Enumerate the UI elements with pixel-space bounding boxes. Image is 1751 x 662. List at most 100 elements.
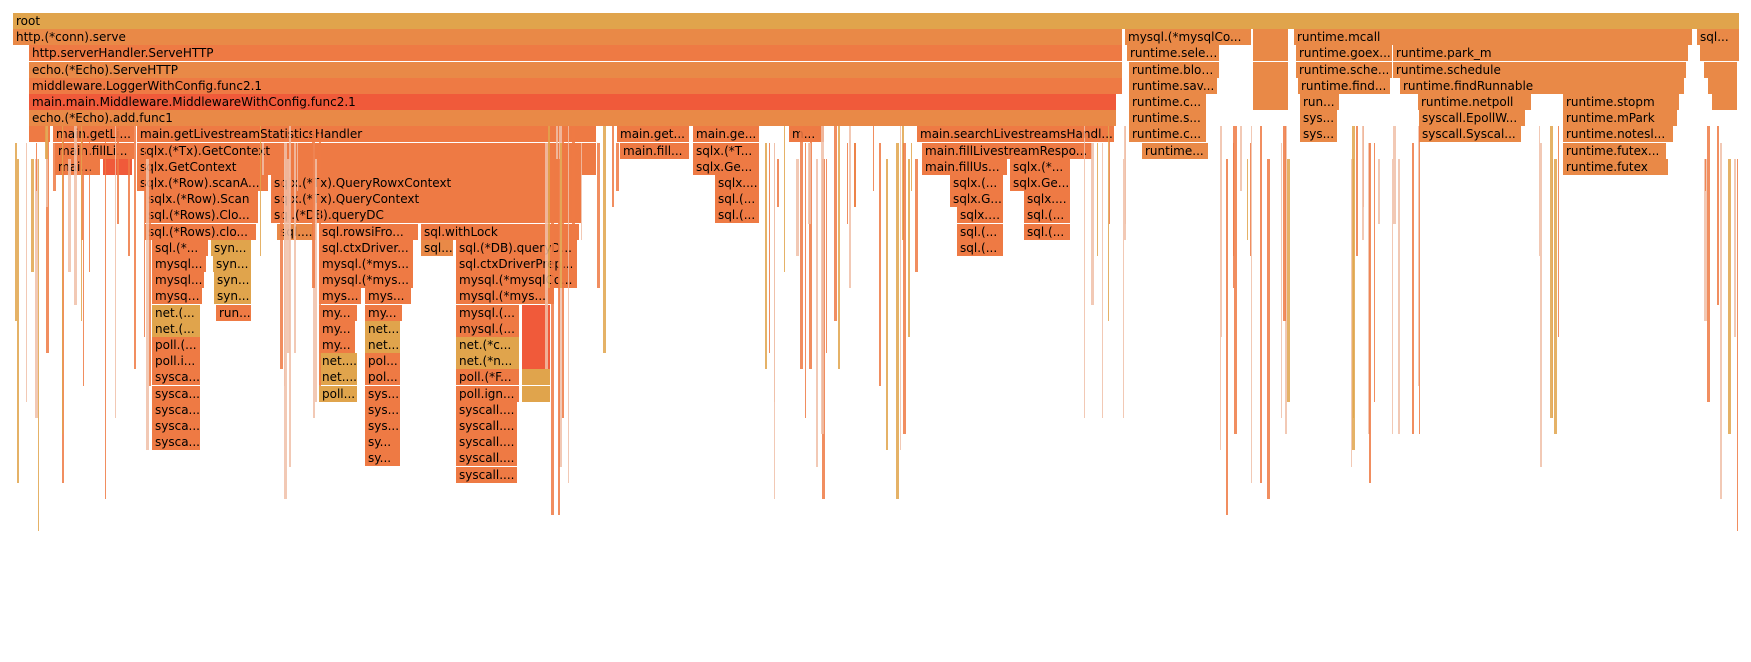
flame-frame[interactable]: sqlx.(*T...	[693, 142, 760, 160]
flame-frame[interactable]: runtime.notesl...	[1563, 126, 1674, 144]
flame-frame[interactable]: mysql.(...	[456, 320, 520, 338]
flame-frame[interactable]: sysca...	[152, 369, 201, 387]
flame-frame[interactable]: sql.(...	[715, 191, 760, 209]
flame-frame[interactable]: main.fillUs...	[922, 158, 1008, 176]
flame-frame[interactable]: mysql...	[152, 288, 203, 306]
flame-frame[interactable]: net...	[365, 337, 401, 354]
flame-frame[interactable]: sql....	[277, 223, 317, 241]
flame-frame[interactable]: net....	[319, 353, 358, 371]
flame-frame[interactable]	[522, 304, 551, 322]
flame-frame[interactable]: net...	[365, 320, 401, 338]
flame-frame[interactable]	[522, 353, 551, 371]
flame-frame[interactable]: poll...	[319, 385, 358, 403]
flame-frame[interactable]: mai...	[55, 158, 101, 176]
flame-frame[interactable]: sqlx....	[1024, 191, 1071, 209]
flame-frame[interactable]: runtime.s...	[1129, 110, 1207, 128]
flame-frame[interactable]: syscall.Syscal...	[1419, 126, 1522, 144]
flame-frame[interactable]: runtime.stopm	[1563, 94, 1680, 111]
flame-frame[interactable]: syn...	[211, 239, 252, 257]
flame-frame[interactable]: poll.i...	[152, 353, 201, 371]
flame-frame[interactable]	[1704, 61, 1738, 79]
flame-frame[interactable]	[1700, 45, 1740, 63]
flame-frame[interactable]	[1708, 77, 1738, 95]
flame-frame[interactable]: echo.(*Echo).ServeHTTP	[29, 61, 1123, 79]
flame-frame[interactable]: sql.(...	[1024, 223, 1071, 241]
flame-frame[interactable]: runtime.bloc...	[1129, 61, 1220, 79]
flame-frame[interactable]: runtime...	[1142, 142, 1209, 160]
flame-frame[interactable]: sys...	[1300, 126, 1338, 144]
flame-frame[interactable]: sqlx....	[715, 175, 760, 192]
flame-frame[interactable]: poll.ign...	[456, 385, 520, 403]
flame-frame[interactable]: mysql...	[152, 256, 207, 273]
flame-frame[interactable]: sys...	[1300, 110, 1338, 128]
flame-frame[interactable]: mysql.(...	[456, 304, 520, 322]
flame-frame[interactable]	[1253, 29, 1289, 47]
flame-frame[interactable]: sqlx.(...	[957, 207, 1004, 225]
flame-frame[interactable]: syn...	[214, 272, 252, 290]
flame-frame[interactable]: poll.(*F...	[456, 369, 520, 387]
flame-frame[interactable]: sqlx.(*Tx).GetContext	[137, 142, 597, 160]
flame-frame[interactable]: runtime.schedule	[1393, 61, 1687, 79]
flame-frame[interactable]: sql.(*Rows).clo...	[145, 223, 257, 241]
flame-frame[interactable]: sqlx.Ge...	[1010, 175, 1071, 192]
flame-frame[interactable]: sy...	[365, 450, 401, 468]
flame-frame[interactable]	[103, 158, 133, 176]
flame-frame[interactable]	[1253, 45, 1289, 63]
flame-frame[interactable]: mys...	[365, 288, 412, 306]
flame-frame[interactable]: net.(...	[152, 320, 201, 338]
flame-frame[interactable]: sql.(...	[957, 239, 1004, 257]
flame-frame[interactable]: syscall.EpollW...	[1419, 110, 1526, 128]
flame-frame[interactable]: echo.(*Echo).add.func1	[29, 110, 1117, 128]
flame-frame[interactable]: sysca...	[152, 385, 201, 403]
flame-frame[interactable]: syscall....	[456, 401, 518, 419]
flame-frame[interactable]: runtime.park_m	[1393, 45, 1689, 63]
flame-frame[interactable]: sysca...	[152, 434, 201, 452]
flame-frame[interactable]: main.ge...	[693, 126, 760, 144]
flame-frame[interactable]: sys...	[365, 401, 401, 419]
flame-frame[interactable]: sql.(*DB).queryD...	[456, 239, 578, 257]
flame-frame[interactable]: syscall....	[456, 466, 518, 484]
flame-frame[interactable]: my...	[319, 320, 356, 338]
flame-frame[interactable]: main.getLivestreamStatisticsHandler	[137, 126, 597, 144]
flame-frame[interactable]	[522, 320, 551, 338]
flame-frame[interactable]: main.fillLi...	[55, 142, 135, 160]
flame-frame[interactable]: sql.ctxDriver...	[319, 239, 414, 257]
flame-frame[interactable]: sqlx.(*Row).Scan	[145, 191, 259, 209]
flame-frame[interactable]: sqlx.GetContext	[137, 158, 597, 176]
flame-frame[interactable]: mys...	[319, 288, 362, 306]
flame-frame[interactable]	[522, 337, 551, 354]
flame-frame[interactable]: http.(*conn).serve	[13, 29, 1123, 47]
flame-frame[interactable]: main.fillLivestreamRespo...	[922, 142, 1093, 160]
flame-frame[interactable]: runtime.findRunnable	[1400, 77, 1685, 95]
flame-frame[interactable]: sql.ctxDriverPrep...	[456, 256, 578, 273]
flame-frame[interactable]: syscall....	[456, 450, 518, 468]
flame-frame[interactable]: poll.(...	[152, 337, 201, 354]
flame-frame[interactable]: main.main.Middleware.MiddlewareWithConfi…	[29, 94, 1117, 111]
flame-frame[interactable]: sqlx.(*Tx).QueryContext	[271, 191, 582, 209]
flame-frame[interactable]: sql.(...	[957, 223, 1004, 241]
flame-frame[interactable]: mysql.(*mys...	[319, 256, 414, 273]
flame-frame[interactable]: sqlx.(...	[950, 175, 1004, 192]
flame-frame[interactable]: sqlx.G...	[950, 191, 1004, 209]
flame-frame[interactable]: root	[13, 13, 1740, 30]
flame-frame[interactable]: syscall....	[456, 418, 518, 435]
flame-frame[interactable]: sqlx.(*Row).scanA...	[137, 175, 269, 192]
flame-frame[interactable]: net.(...	[152, 304, 201, 322]
flame-frame[interactable]: sys...	[365, 385, 401, 403]
flame-frame[interactable]: runtime.netpoll	[1418, 94, 1532, 111]
flame-frame[interactable]: my...	[319, 337, 356, 354]
flame-frame[interactable]: mysql.(*mys...	[456, 288, 555, 306]
flame-frame[interactable]: sql.(*DB).queryDC	[271, 207, 582, 225]
flame-frame[interactable]: mysql.(*mys...	[319, 272, 414, 290]
flame-frame[interactable]: main.fill...	[620, 142, 690, 160]
flame-frame[interactable]: sql.(*...	[152, 239, 209, 257]
flame-frame[interactable]: sqlx.Ge...	[693, 158, 760, 176]
flame-frame[interactable]: sqlx.(*...	[1010, 158, 1071, 176]
flame-frame[interactable]	[522, 369, 551, 387]
flame-frame[interactable]: sql.(...	[1024, 207, 1071, 225]
flame-frame[interactable]: sql...	[421, 239, 454, 257]
flame-frame[interactable]: sql.(...	[715, 207, 760, 225]
flame-frame[interactable]: sysca...	[152, 418, 201, 435]
flame-frame[interactable]: main.searchLivestreamsHandl...	[917, 126, 1115, 144]
flame-frame[interactable]: runtime.futex	[1563, 158, 1669, 176]
